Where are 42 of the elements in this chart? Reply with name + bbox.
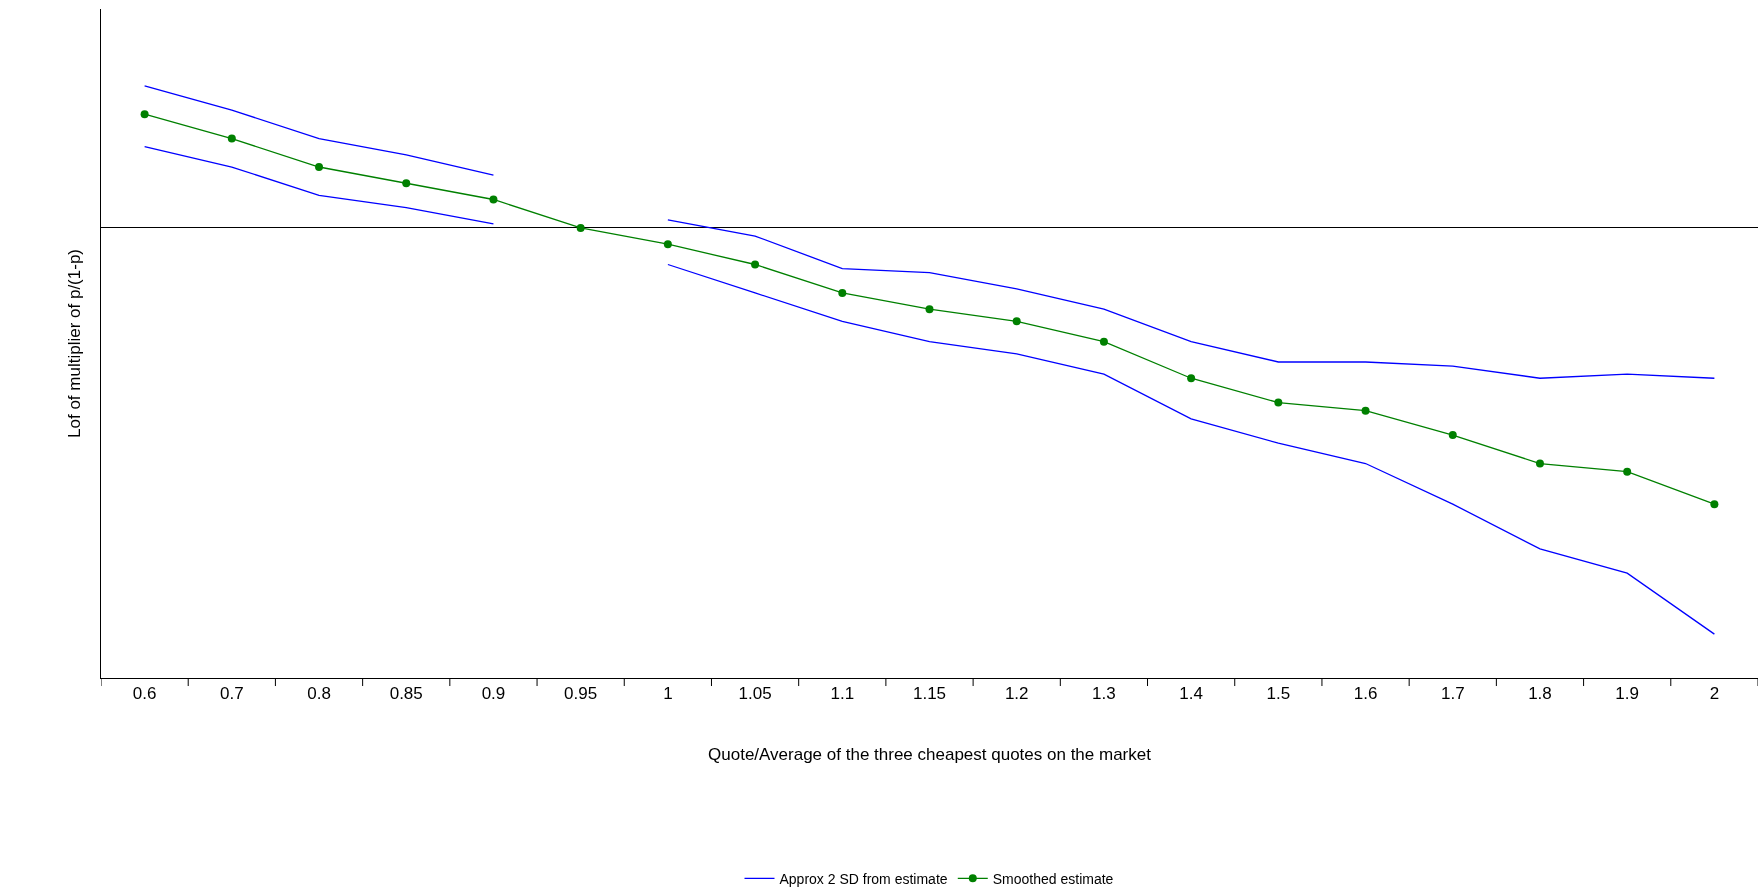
x-tick-label: 2 (1709, 684, 1720, 704)
x-tick-label: 1.4 (1179, 684, 1203, 704)
x-tick-label: 1.2 (1004, 684, 1029, 704)
point (227, 134, 236, 143)
point (140, 110, 149, 119)
x-tick-label: 0.7 (220, 684, 244, 704)
x-tick-label: 1.9 (1615, 684, 1639, 704)
point (1274, 398, 1283, 407)
point (1012, 317, 1021, 326)
x-tick-label: 0.6 (132, 684, 157, 704)
point (751, 260, 760, 269)
x-tick-label: 0.95 (564, 684, 598, 704)
legend-label: Smoothed estimate (992, 870, 1114, 887)
x-tick-label: 1.05 (738, 684, 772, 704)
point (838, 288, 847, 297)
x-tick-label: 1.6 (1353, 684, 1378, 704)
point (315, 163, 324, 172)
x-tick-label: 0.9 (481, 684, 506, 704)
point (1099, 337, 1108, 346)
x-tick-label: 0.8 (307, 684, 331, 704)
x-axis-title: Quote/Average of the three cheapest quotes on the market (708, 744, 1152, 764)
x-tick-label: 1.7 (1440, 684, 1465, 704)
point (1535, 459, 1544, 468)
x-tick-label: 0.85 (389, 684, 423, 704)
x-tick-label: 1.5 (1266, 684, 1291, 704)
point (1448, 431, 1457, 440)
point (1361, 406, 1370, 415)
point (402, 179, 411, 188)
x-tick-label: 1.1 (830, 684, 855, 704)
x-tick-label: 1.3 (1092, 684, 1116, 704)
x-tick-label: 1 (663, 684, 673, 704)
point (1710, 500, 1719, 509)
point (576, 223, 585, 232)
point (489, 195, 498, 204)
x-tick-label: 1.15 (912, 684, 947, 704)
legend-label: Approx 2 SD from estimate (779, 870, 948, 887)
point (925, 305, 934, 314)
y-axis-title: Lof of multiplier of p/(1-p) (64, 249, 84, 438)
x-tick-label: 1.8 (1528, 684, 1552, 704)
point (1623, 467, 1632, 476)
point (1187, 374, 1196, 383)
point (663, 240, 672, 249)
